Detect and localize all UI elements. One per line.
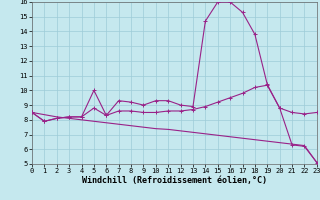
X-axis label: Windchill (Refroidissement éolien,°C): Windchill (Refroidissement éolien,°C) xyxy=(82,176,267,185)
